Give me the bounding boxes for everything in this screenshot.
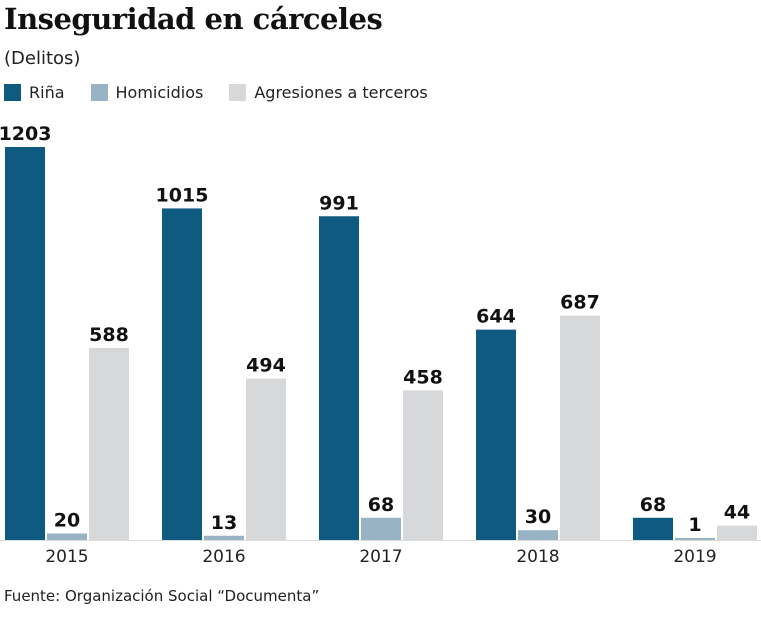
data-label: 44 xyxy=(724,502,750,524)
legend-swatch xyxy=(90,84,108,101)
bar xyxy=(518,530,558,540)
data-label: 991 xyxy=(319,192,359,214)
bar xyxy=(204,535,244,540)
x-tick-label: 2015 xyxy=(45,547,88,567)
data-label: 494 xyxy=(246,355,286,377)
bar xyxy=(560,315,600,540)
chart-subtitle: (Delitos) xyxy=(4,48,81,69)
x-tick-label: 2018 xyxy=(516,547,559,567)
data-label: 458 xyxy=(403,366,443,388)
legend-swatch xyxy=(229,84,247,101)
bar xyxy=(246,378,286,540)
bar xyxy=(361,517,401,540)
data-label: 30 xyxy=(525,506,551,528)
x-tick-label: 2016 xyxy=(202,547,245,567)
bar xyxy=(162,208,202,541)
bar xyxy=(403,390,443,540)
legend-swatch xyxy=(4,84,21,101)
data-label: 687 xyxy=(560,292,600,314)
bar xyxy=(633,517,673,540)
data-label: 68 xyxy=(368,494,394,516)
bar xyxy=(476,329,516,540)
bar xyxy=(5,147,45,540)
legend: Riña Homicidios Agresiones a terceros xyxy=(4,83,428,102)
bar xyxy=(717,525,757,540)
bar xyxy=(675,538,715,540)
bar xyxy=(89,347,129,540)
bar xyxy=(47,533,87,540)
bar xyxy=(319,216,359,541)
data-label: 588 xyxy=(89,324,129,346)
legend-item-rina: Riña xyxy=(4,83,65,102)
data-label: 68 xyxy=(640,494,666,516)
legend-item-agresiones: Agresiones a terceros xyxy=(229,83,428,102)
legend-item-homicidios: Homicidios xyxy=(90,83,204,102)
data-label: 1 xyxy=(688,514,701,536)
legend-label: Homicidios xyxy=(115,83,204,102)
source-note: Fuente: Organización Social “Documenta” xyxy=(4,587,320,605)
data-label: 1203 xyxy=(0,123,51,145)
data-label: 13 xyxy=(211,512,237,534)
legend-label: Riña xyxy=(29,83,65,102)
legend-label: Agresiones a terceros xyxy=(254,83,428,102)
data-label: 1015 xyxy=(156,184,209,206)
data-label: 644 xyxy=(476,306,516,328)
x-tick-label: 2017 xyxy=(359,547,402,567)
data-label: 20 xyxy=(54,509,80,531)
x-tick-label: 2019 xyxy=(673,547,716,567)
chart-title: Inseguridad en cárceles xyxy=(4,2,383,36)
